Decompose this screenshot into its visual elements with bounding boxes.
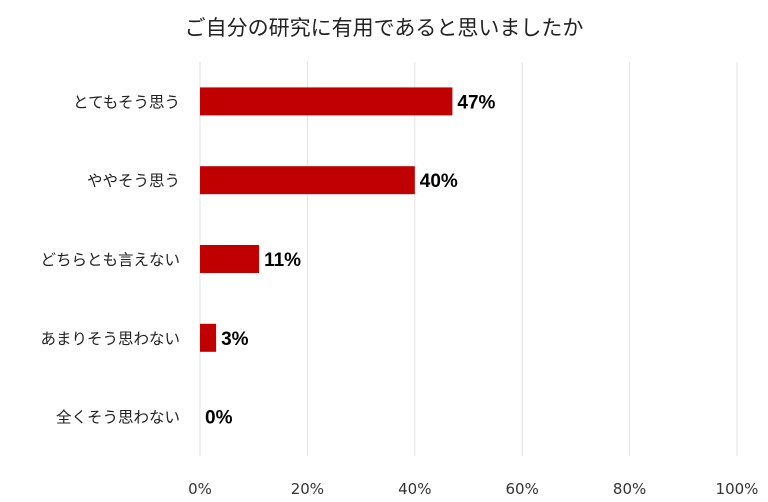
bar bbox=[200, 245, 260, 273]
bar bbox=[200, 323, 217, 352]
x-tick-label: 40% bbox=[398, 480, 431, 498]
category-label: ややそう思う bbox=[87, 172, 180, 190]
data-label: 40% bbox=[420, 171, 458, 192]
data-label: 0% bbox=[205, 408, 233, 429]
data-label: 3% bbox=[221, 329, 249, 350]
bar bbox=[200, 87, 453, 116]
category-label: あまりそう思わない bbox=[40, 330, 180, 348]
data-label: 11% bbox=[264, 250, 301, 271]
data-label: 47% bbox=[457, 92, 495, 113]
category-label: とてもそう思う bbox=[73, 93, 180, 111]
category-label: どちらとも言えない bbox=[40, 251, 180, 269]
x-tick-label: 80% bbox=[613, 480, 646, 498]
x-tick-label: 20% bbox=[291, 480, 324, 498]
x-tick-label: 100% bbox=[716, 480, 759, 498]
chart-title: ご自分の研究に有用であると思いましたか bbox=[184, 16, 584, 40]
bar bbox=[200, 166, 415, 195]
x-tick-label: 60% bbox=[506, 480, 539, 498]
x-tick-label: 0% bbox=[188, 480, 212, 498]
category-label: 全くそう思わない bbox=[56, 409, 180, 427]
